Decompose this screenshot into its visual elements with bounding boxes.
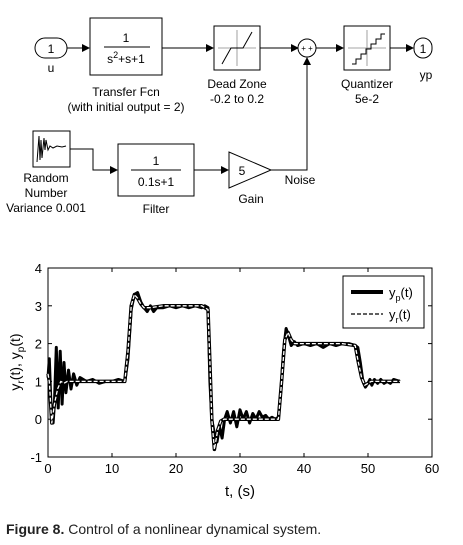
wire-random-to-filter xyxy=(70,148,118,174)
dead-zone-range: -0.2 to 0.2 xyxy=(210,92,264,106)
series-line-yr xyxy=(47,293,400,451)
gain-block[interactable]: 5 Gain xyxy=(228,151,273,206)
legend-box xyxy=(342,275,425,329)
random-number-block[interactable]: Random Number Variance 0.001 xyxy=(6,130,86,215)
staircase-icon xyxy=(352,33,385,65)
x-tick-label: 20 xyxy=(169,461,183,476)
random-signal-icon xyxy=(36,135,67,163)
x-tick-label: 50 xyxy=(361,461,375,476)
transfer-fcn-block[interactable]: 1 s2+s+1 Transfer Fcn (with initial outp… xyxy=(67,17,185,114)
tf-denominator: s2+s+1 xyxy=(107,50,145,66)
x-tick-label: 10 xyxy=(105,461,119,476)
dead-zone-icon xyxy=(221,31,253,65)
filter-denominator: 0.1s+1 xyxy=(138,175,175,189)
legend: yp(t) yr(t) xyxy=(342,275,425,329)
wire-gain-to-sum xyxy=(271,57,311,171)
outport-number: 1 xyxy=(420,42,427,56)
x-tick-label: 0 xyxy=(44,461,51,476)
y-tick-label: -1 xyxy=(30,450,42,465)
noise-label: Noise xyxy=(285,173,316,187)
quantizer-block[interactable]: Quantizer 5e-2 xyxy=(341,25,393,106)
y-axis-label: yr(t), yp(t) xyxy=(7,333,27,390)
legend-label-yr: yr(t) xyxy=(389,307,411,325)
tf-numerator: 1 xyxy=(123,31,130,45)
random-label-1: Random xyxy=(23,171,68,185)
x-axis-label: t, (s) xyxy=(225,483,255,500)
caption-text: Control of a nonlinear dynamical system. xyxy=(64,521,322,537)
series-layer xyxy=(46,291,401,452)
legend-label-yp: yp(t) xyxy=(389,285,413,303)
random-label-2: Number xyxy=(25,186,68,200)
dead-zone-label: Dead Zone xyxy=(207,77,267,91)
figure-label: Figure 8. xyxy=(6,521,65,537)
gain-label: Gain xyxy=(238,192,263,206)
inport-number: 1 xyxy=(48,42,55,56)
quantizer-interval: 5e-2 xyxy=(355,92,379,106)
random-label-3: Variance 0.001 xyxy=(6,201,86,215)
tf-label-sub: (with initial output = 2) xyxy=(67,100,184,114)
quantizer-label: Quantizer xyxy=(341,77,393,91)
y-tick-label: 0 xyxy=(35,412,42,427)
filter-numerator: 1 xyxy=(153,154,160,168)
sum-block[interactable]: + + xyxy=(297,38,317,58)
figure-caption: Figure 8. Control of a nonlinear dynamic… xyxy=(6,518,461,542)
gain-value: 5 xyxy=(239,164,246,178)
tf-label: Transfer Fcn xyxy=(92,85,160,99)
x-tick-label: 30 xyxy=(233,461,247,476)
y-tick-label: 1 xyxy=(35,374,42,389)
y-tick-label: 2 xyxy=(35,337,42,352)
filter-label: Filter xyxy=(143,202,170,216)
sum-signs: + + xyxy=(301,44,313,53)
filter-block[interactable]: 1 0.1s+1 Filter xyxy=(117,143,195,216)
outport-label: yp xyxy=(420,68,433,82)
x-tick-label: 60 xyxy=(425,461,439,476)
outport-yp[interactable]: 1 yp xyxy=(413,37,433,82)
x-tick-label: 40 xyxy=(297,461,311,476)
dead-zone-block[interactable]: Dead Zone -0.2 to 0.2 xyxy=(207,25,267,106)
inport-u[interactable]: 1 u xyxy=(34,37,68,75)
y-tick-label: 4 xyxy=(35,261,42,276)
simulink-block-diagram: 1 u 1 s2+s+1 Transfer Fcn (with initial … xyxy=(6,17,433,216)
inport-label: u xyxy=(48,61,55,75)
y-tick-label: 3 xyxy=(35,299,42,314)
